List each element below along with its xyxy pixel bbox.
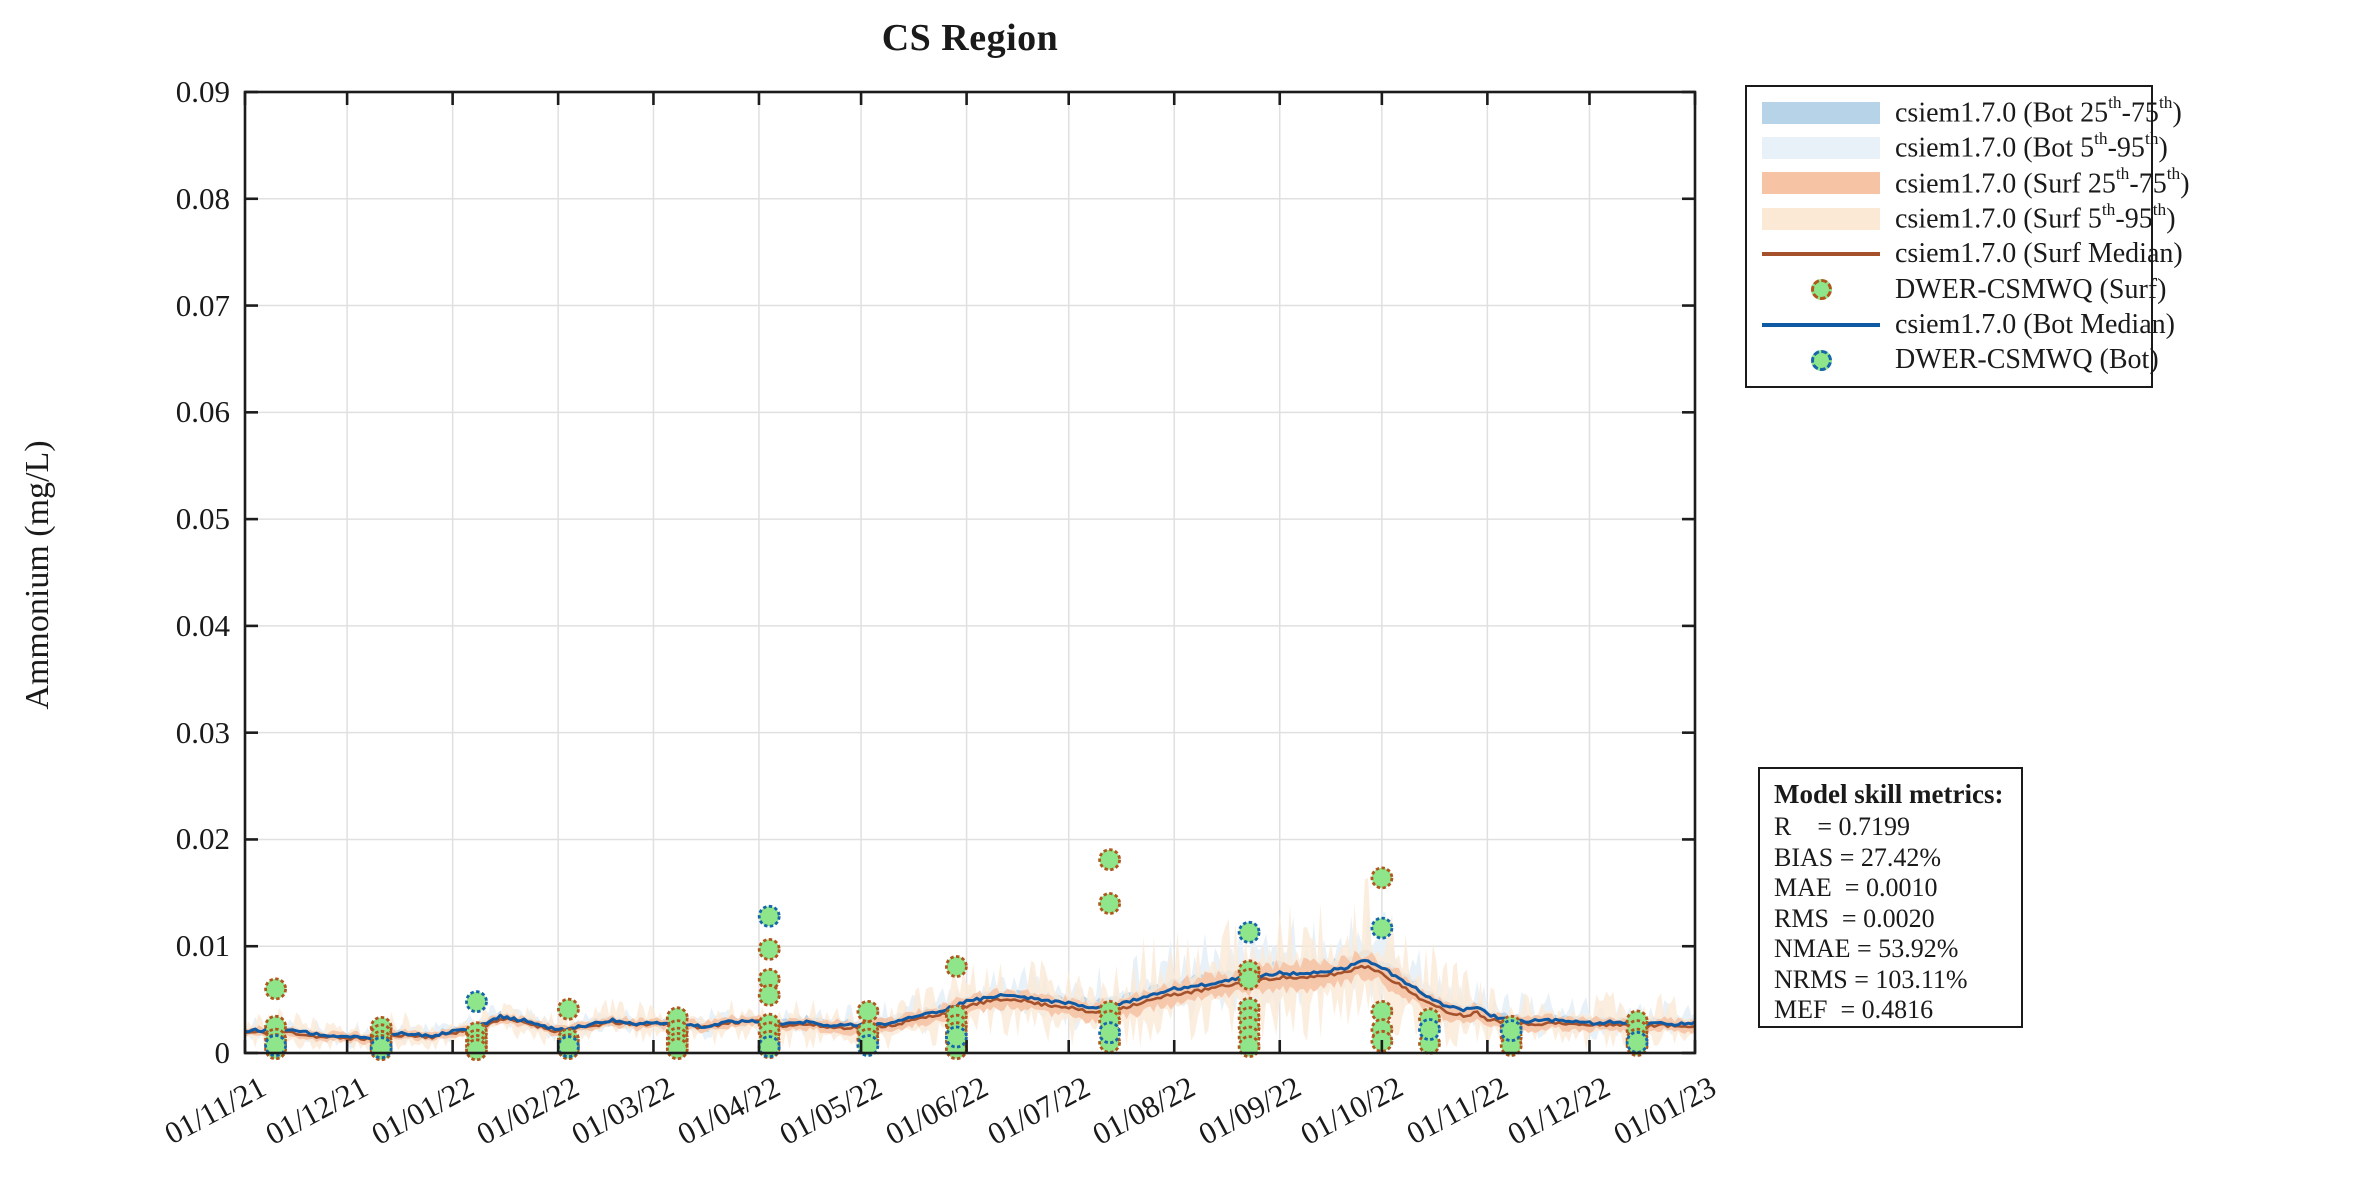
metric-line-nrms: NRMS = 103.11% [1774, 964, 1968, 994]
legend-swatch-marker [1810, 279, 1832, 301]
metric-line-nmae: NMAE = 53.92% [1774, 934, 1959, 963]
legend-item-label: csiem1.7.0 (Surf 5th-95th) [1895, 199, 2176, 235]
scatter-surf-point [557, 997, 580, 1021]
scatter-surf-point [465, 1038, 488, 1062]
scatter-surf-point [945, 955, 968, 978]
scatter-surf-point [856, 1000, 880, 1023]
bot_median-line [245, 959, 1695, 1040]
y-tick-label: 0.04 [175, 607, 230, 643]
legend-swatch-patch [1762, 207, 1880, 230]
y-tick-label: 0.06 [175, 394, 230, 430]
metric-line-mef: MEF = 0.4816 [1774, 995, 1934, 1024]
scatter-surf-point [1098, 848, 1121, 872]
metric-line-rms: RMS = 0.0020 [1774, 903, 1935, 933]
scatter-surf-point [757, 967, 781, 991]
legend-item-label: csiem1.7.0 (Bot 5th-95th) [1895, 128, 2168, 164]
scatter-bot-point [264, 1034, 288, 1057]
y-tick-label: 0.07 [175, 287, 230, 323]
metric-line-r: R = 0.7199 [1774, 812, 1911, 841]
band-surf_band_0595 [245, 878, 1695, 1051]
scatter-surf-point [1370, 1000, 1394, 1023]
scatter-surf-point [1237, 1035, 1261, 1058]
scatter-bot-point [465, 990, 488, 1014]
metrics-box: Model skill metrics: R = 0.7199 BIAS = 2… [1758, 767, 2023, 1028]
legend-item: csiem1.7.0 (Surf Median) [1747, 238, 2183, 271]
y-tick-label: 0.08 [175, 180, 230, 216]
scatter-bot-point [1625, 1030, 1649, 1054]
legend-item-label: csiem1.7.0 (Surf 25th-75th) [1895, 164, 2190, 200]
scatter-bot-point [945, 1025, 968, 1049]
y-tick-label: 0.02 [175, 821, 230, 857]
y-tick-label: 0 [214, 1035, 231, 1070]
percentile-bands [245, 878, 1695, 1051]
y-tick-label: 0.09 [175, 74, 230, 109]
legend-box: csiem1.7.0 (Bot 25th-75th) csiem1.7.0 (Bo… [1745, 85, 2190, 388]
legend-item-label: DWER-CSMWQ (Surf) [1895, 273, 2167, 305]
scatter-bot-point [1499, 1019, 1523, 1042]
legend-item: DWER-CSMWQ (Surf) [1747, 273, 2166, 306]
legend-item-label: csiem1.7.0 (Bot Median) [1895, 308, 2175, 340]
scatter-surf-point [1237, 967, 1261, 991]
scatter-surf-point [1370, 866, 1394, 890]
grid-lines [245, 92, 1695, 1053]
scatter-bot-point [757, 904, 781, 928]
scatter-bot-point [369, 1036, 393, 1060]
legend-swatch-patch [1762, 101, 1880, 124]
legend-swatch-patch [1762, 137, 1880, 160]
legend-swatch-line [1762, 252, 1880, 257]
y-tick-label: 0.03 [175, 714, 230, 750]
scatter-surf-point [665, 1037, 689, 1061]
axes-box [243, 90, 1697, 1055]
legend-item: csiem1.7.0 (Surf 5th-95th) [1747, 200, 2176, 235]
y-tick-label: 0.05 [175, 501, 230, 537]
plot-title: CS Region [881, 17, 1059, 59]
metric-line-mae: MAE = 0.0010 [1774, 873, 1938, 902]
scatter-surf-point [757, 938, 781, 961]
legend-item: csiem1.7.0 (Surf 25th-75th) [1747, 164, 2190, 200]
scatter-bot-point [1418, 1018, 1441, 1041]
legend-swatch-patch [1762, 172, 1880, 195]
legend-item: DWER-CSMWQ (Bot) [1747, 344, 2159, 377]
legend-item: csiem1.7.0 (Bot 5th-95th) [1747, 129, 2168, 165]
scatter-surf-point [1098, 892, 1121, 915]
legend-item: csiem1.7.0 (Bot 25th-75th) [1747, 93, 2182, 129]
legend-item: csiem1.7.0 (Bot Median) [1747, 308, 2175, 341]
legend-item-label: csiem1.7.0 (Surf Median) [1895, 238, 2183, 270]
scatter-bot-point [856, 1034, 880, 1057]
scatter-surf-point [264, 977, 288, 1001]
metric-line-bias: BIAS = 27.42% [1774, 842, 1942, 872]
surf_median-line [245, 964, 1695, 1042]
scatter-bot [264, 904, 1649, 1060]
legend-item-label: DWER-CSMWQ (Bot) [1895, 344, 2159, 376]
scatter-bot-point [1098, 1021, 1121, 1045]
legend-item-label: csiem1.7.0 (Bot 25th-75th) [1895, 93, 2182, 129]
median-lines [245, 959, 1695, 1042]
scatter-bot-point [1237, 920, 1261, 944]
scatter-surf-point [757, 983, 781, 1007]
legend-swatch-marker [1810, 349, 1832, 371]
scatter-bot-point [1370, 916, 1394, 940]
metrics-title: Model skill metrics: [1774, 779, 2004, 809]
y-tick-label: 0.01 [175, 928, 230, 964]
legend-swatch-line [1762, 322, 1880, 327]
